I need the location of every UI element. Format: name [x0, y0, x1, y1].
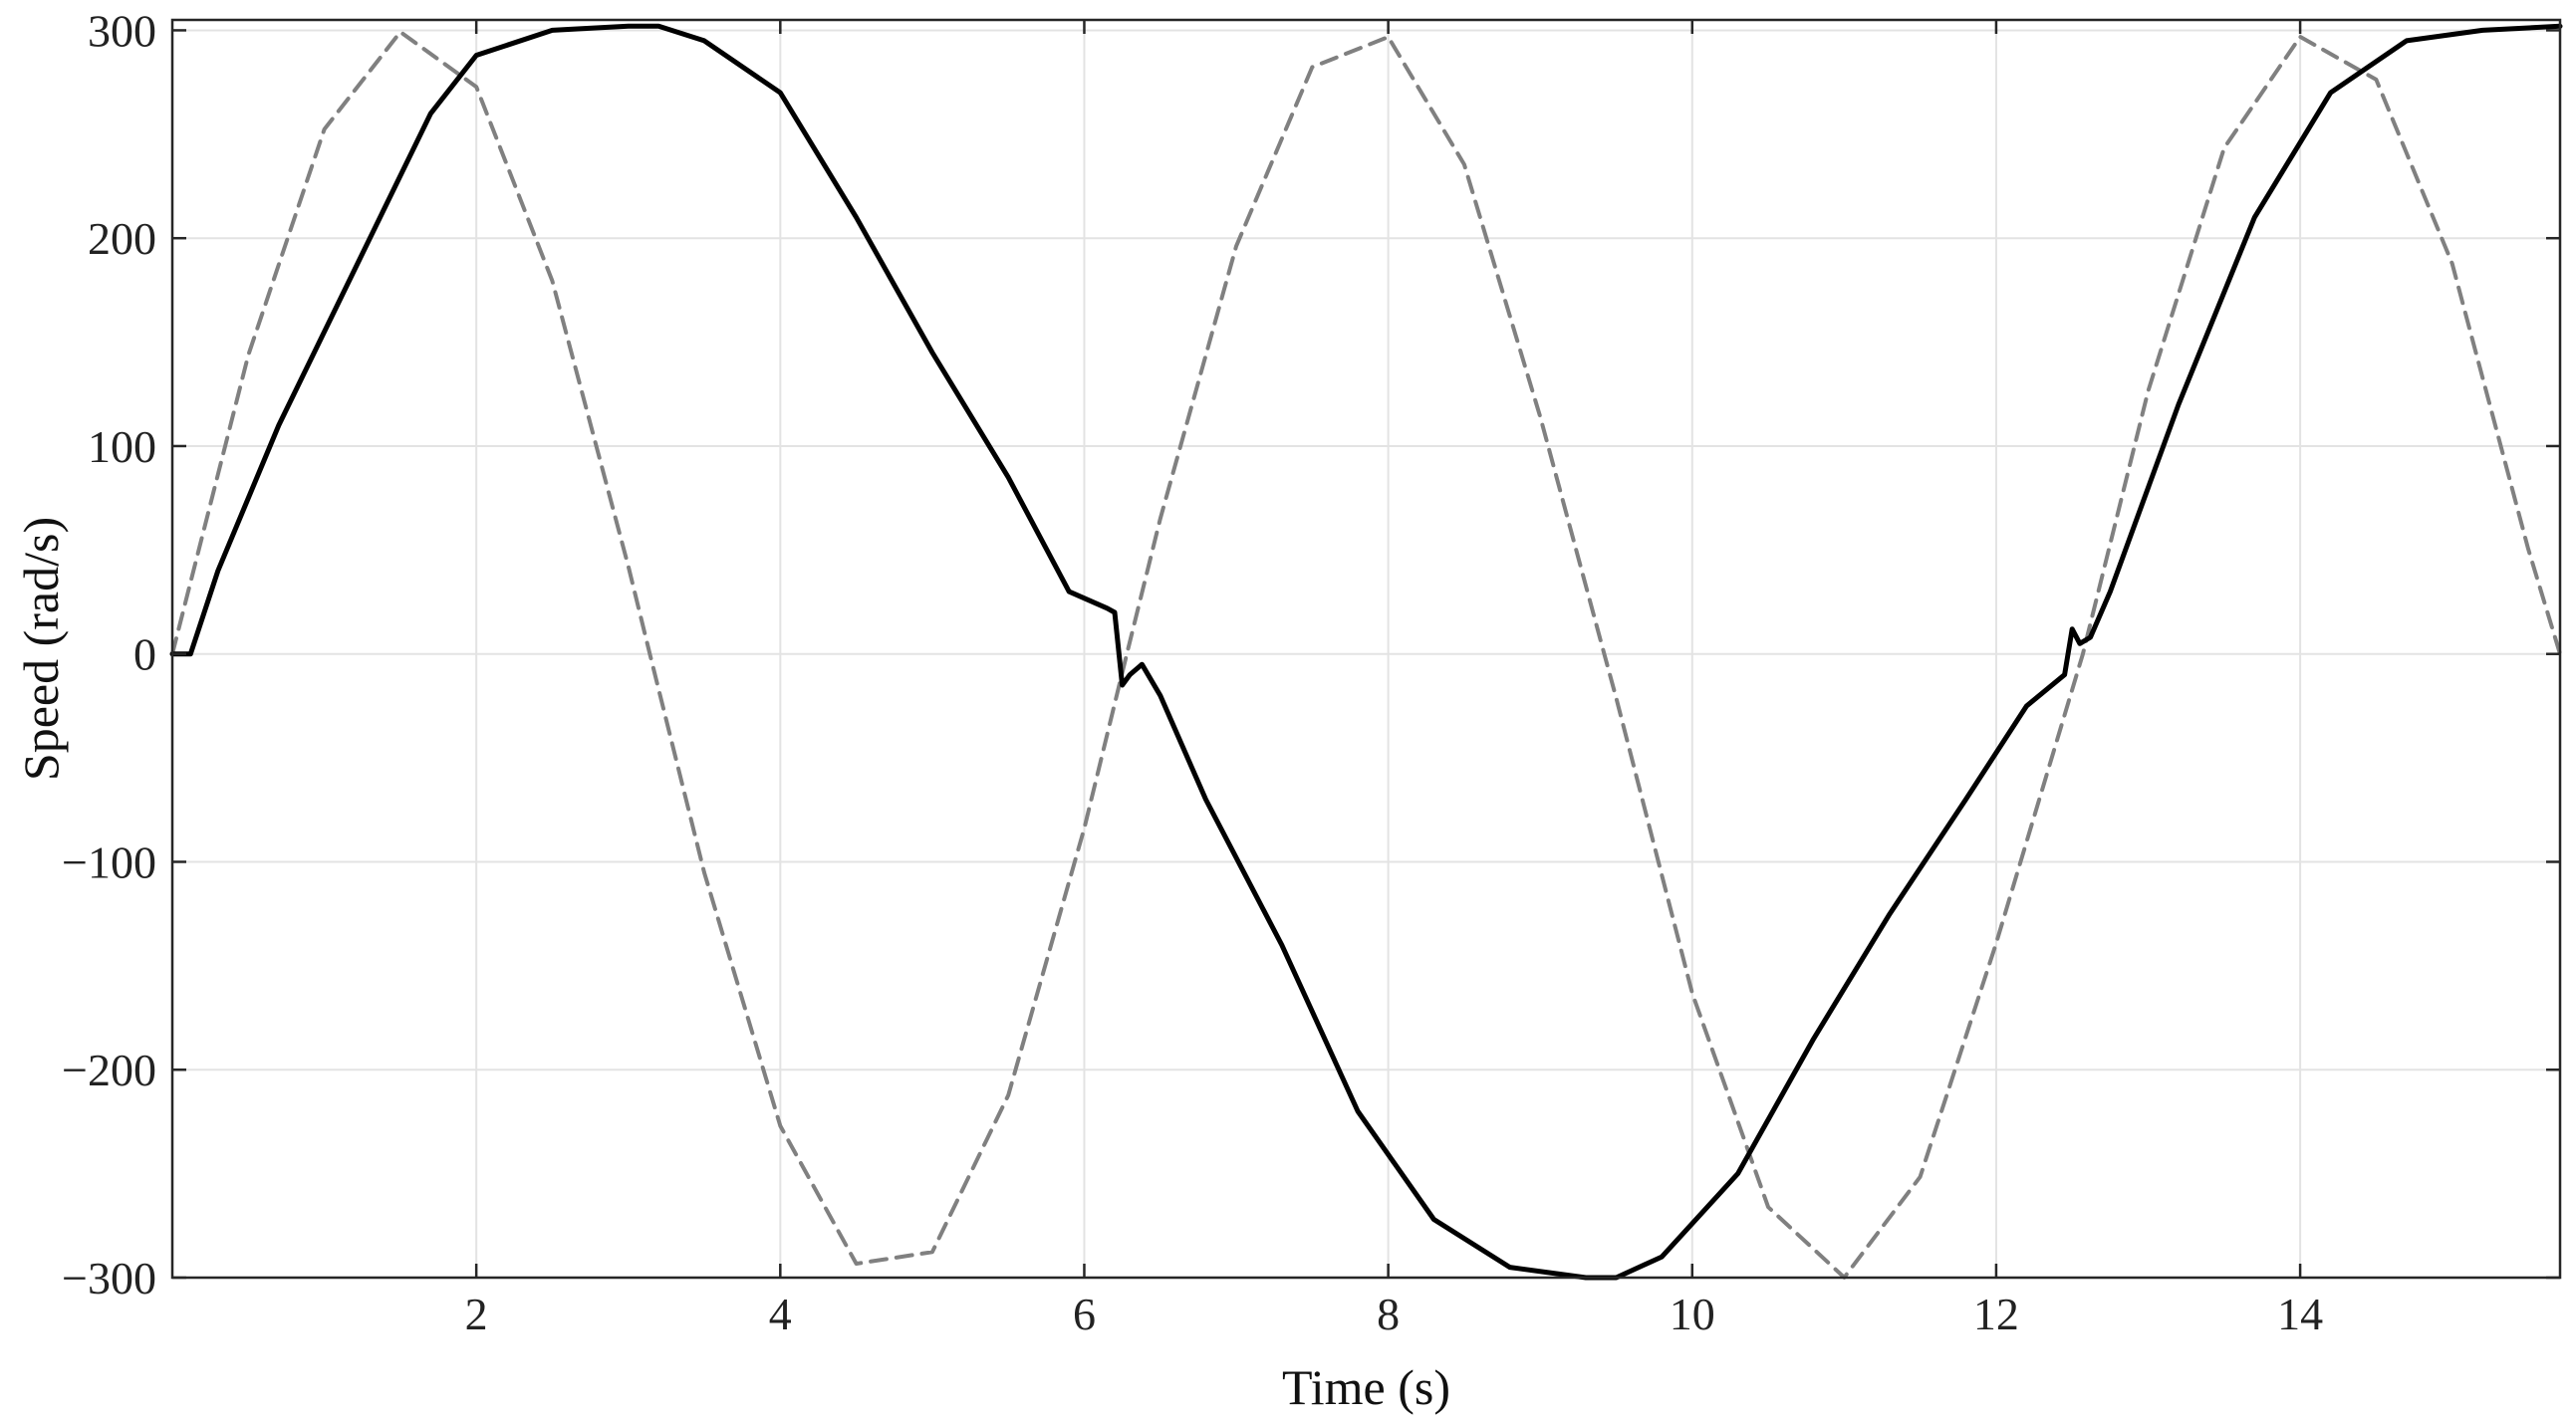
y-tick-label: 300 — [88, 5, 156, 56]
y-tick-label: 200 — [88, 213, 156, 264]
x-tick-label: 6 — [1073, 1289, 1096, 1339]
ticks — [172, 20, 2560, 1280]
y-tick-label: −200 — [62, 1045, 156, 1095]
x-tick-label: 12 — [1973, 1289, 2019, 1339]
x-tick-label: 2 — [465, 1289, 488, 1339]
x-axis-label: Time (s) — [1282, 1359, 1450, 1415]
series-layer — [169, 23, 2563, 1281]
y-tick-label: −100 — [62, 836, 156, 887]
plot-frame — [170, 18, 2562, 1280]
actual-speed-line — [169, 23, 2563, 1281]
x-tick-label: 8 — [1377, 1289, 1400, 1339]
reference-speed-line — [170, 30, 2562, 1280]
x-tick-label: 10 — [1670, 1289, 1715, 1339]
tick-labels: 2 4 6 8 10 12 14 −300 −200 −100 0 100 200 300 — [62, 5, 2323, 1339]
y-axis-label: Speed (rad/s) — [13, 517, 69, 781]
y-tick-label: −300 — [62, 1253, 156, 1304]
x-tick-label: 14 — [2277, 1289, 2323, 1339]
x-tick-label: 4 — [769, 1289, 792, 1339]
y-tick-label: 0 — [133, 629, 156, 680]
y-tick-label: 100 — [88, 421, 156, 472]
grid — [172, 20, 2560, 1279]
